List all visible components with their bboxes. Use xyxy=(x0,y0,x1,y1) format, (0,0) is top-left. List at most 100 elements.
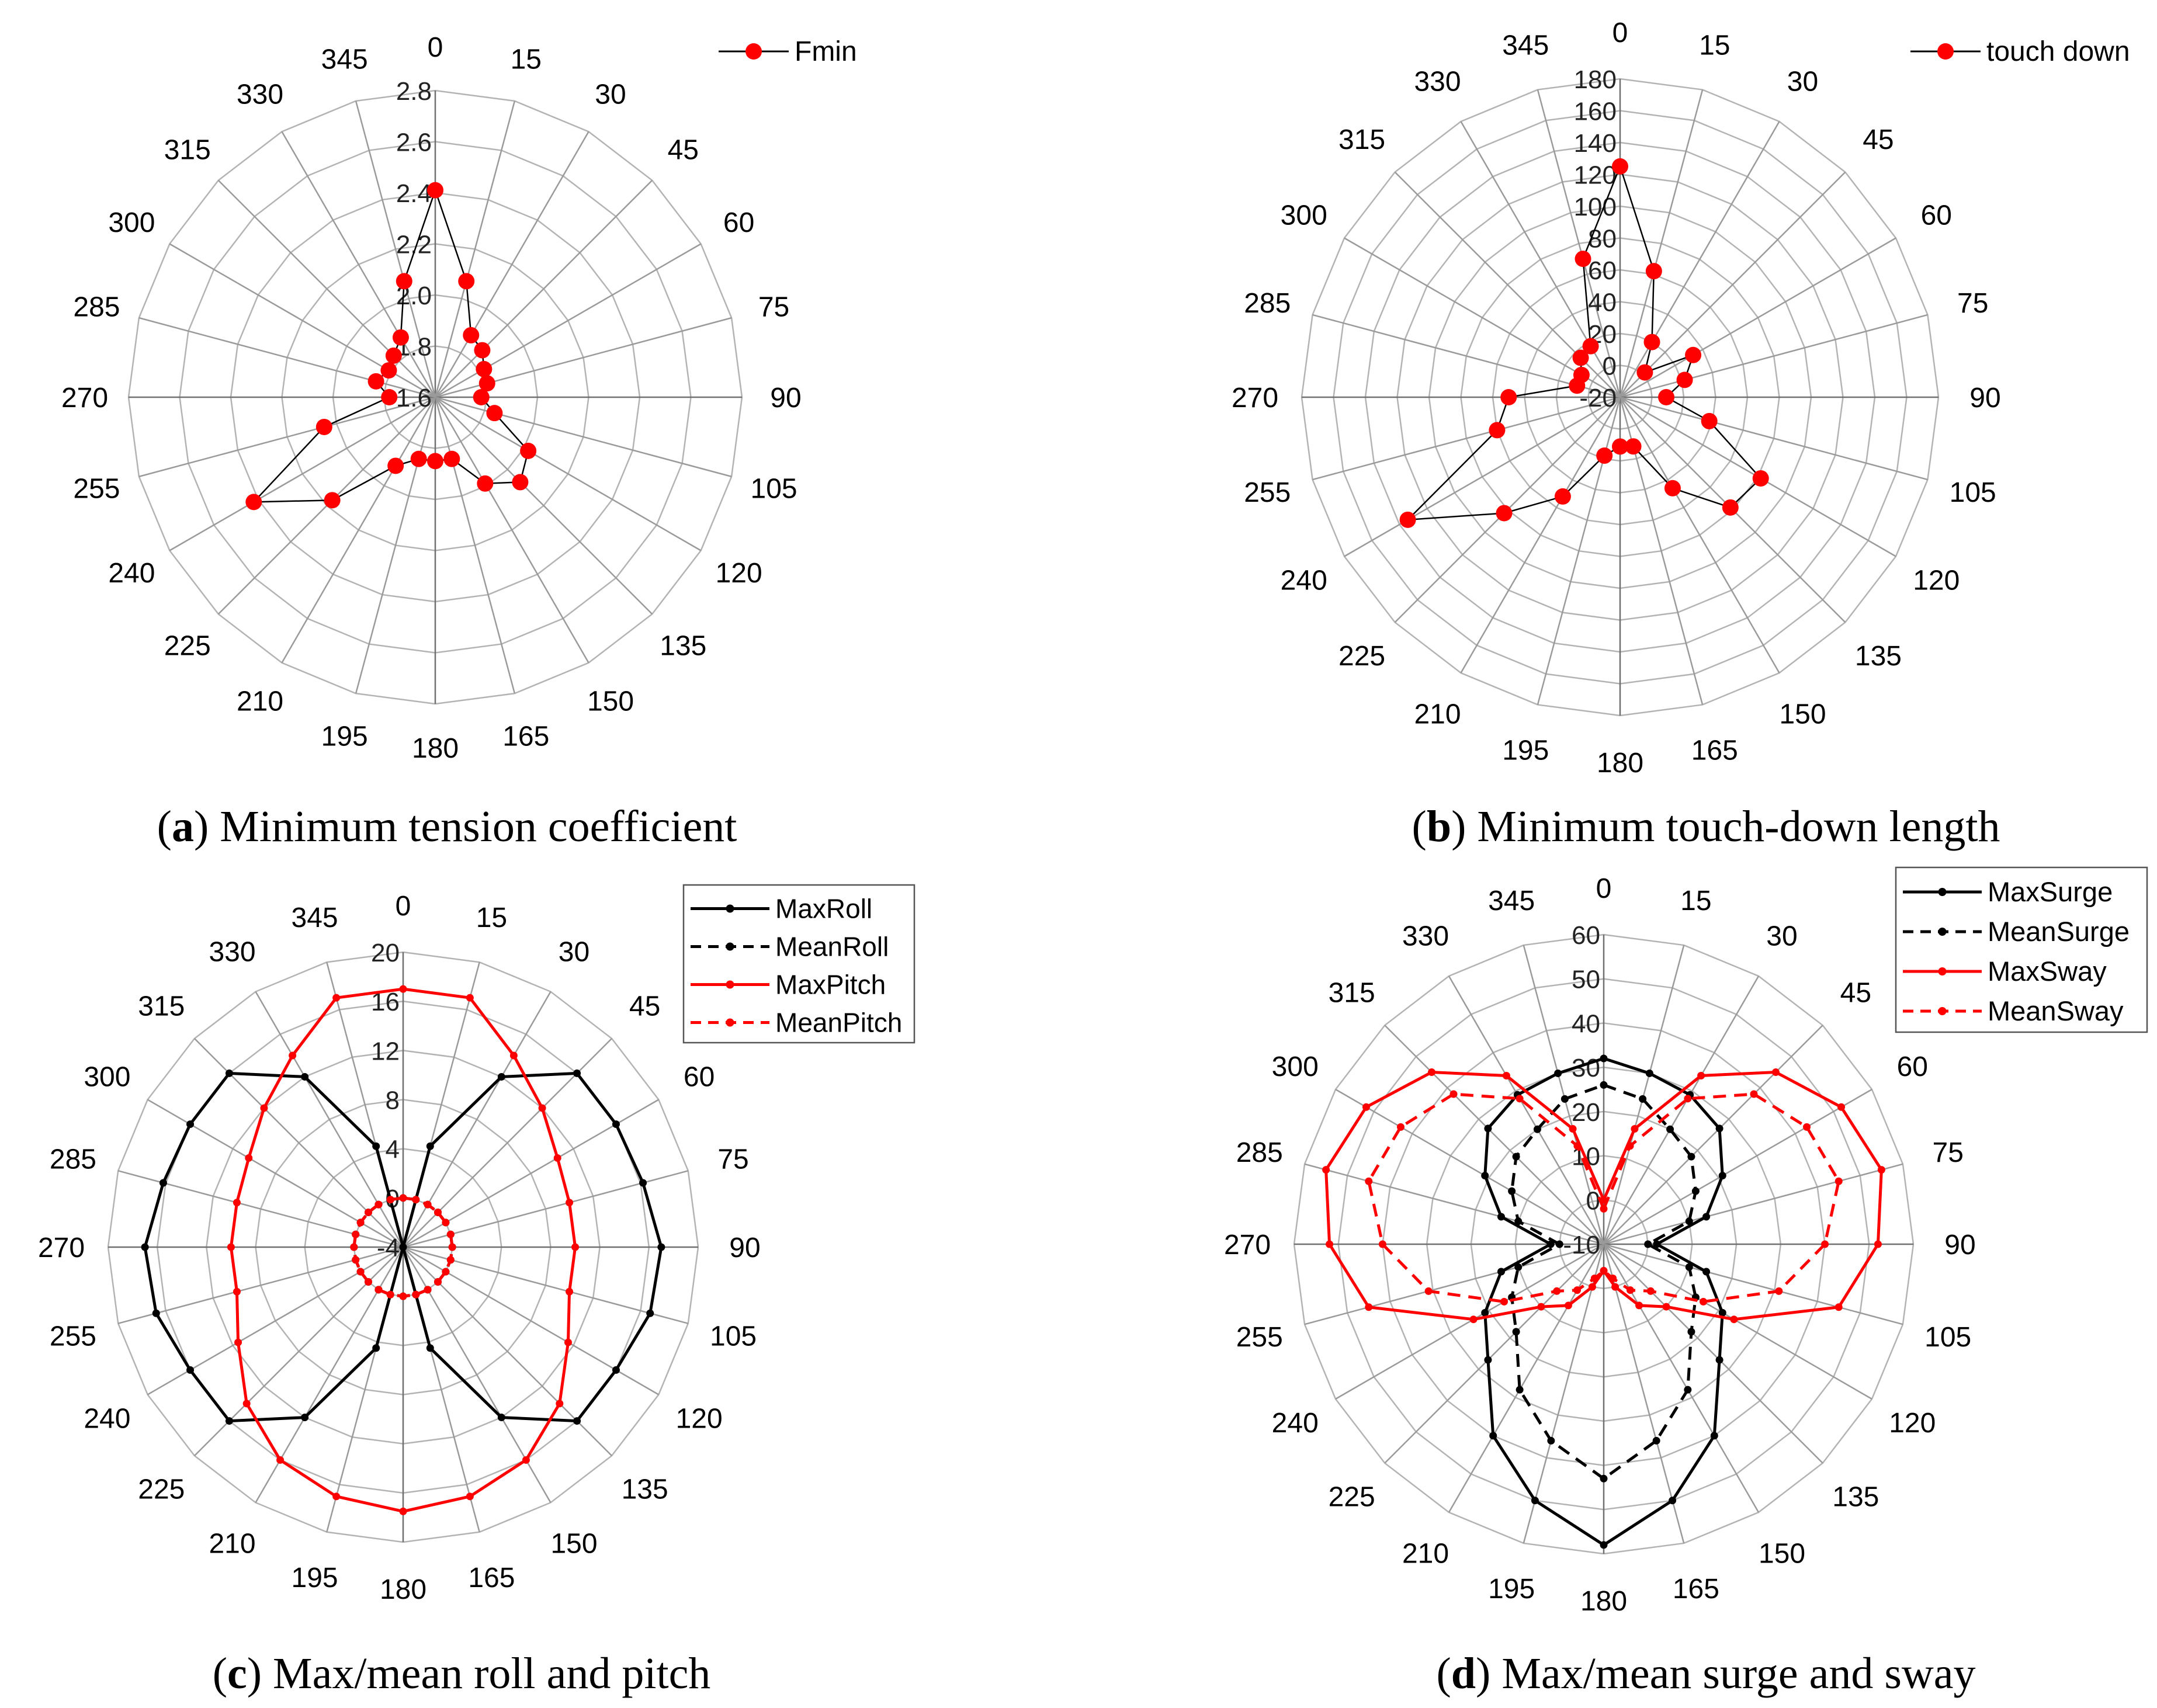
data-point xyxy=(1664,480,1681,497)
data-point xyxy=(372,1344,380,1352)
data-point xyxy=(478,375,495,392)
grid-spoke xyxy=(1620,396,1928,481)
data-point xyxy=(538,1104,546,1112)
angle-label: 165 xyxy=(1673,1574,1719,1605)
angle-label: 90 xyxy=(1944,1230,1975,1261)
angle-label: 180 xyxy=(1580,1586,1627,1617)
data-point xyxy=(427,453,443,470)
data-point xyxy=(1322,1166,1330,1174)
data-point xyxy=(1396,1123,1405,1131)
data-point xyxy=(1718,1172,1726,1180)
radial-tick-label: 60 xyxy=(1572,921,1600,950)
data-point xyxy=(1555,1240,1563,1248)
grid-spoke xyxy=(1603,1244,1823,1464)
data-point xyxy=(1508,1187,1516,1195)
data-point xyxy=(141,1243,149,1251)
data-point xyxy=(1502,1071,1510,1079)
radial-tick-label: -20 xyxy=(1579,384,1617,412)
data-point xyxy=(442,1218,450,1227)
data-point xyxy=(356,1268,365,1276)
angle-label: 30 xyxy=(1787,67,1818,98)
angle-label: 210 xyxy=(1402,1538,1449,1569)
data-point xyxy=(1662,1303,1670,1311)
angle-label: 105 xyxy=(1950,477,1996,508)
data-point xyxy=(276,1456,285,1464)
data-point xyxy=(566,1287,574,1296)
grid-spoke xyxy=(1603,945,1685,1245)
data-point xyxy=(233,1287,241,1296)
data-point xyxy=(332,1492,341,1501)
angle-label: 150 xyxy=(1759,1538,1805,1569)
grid-spoke xyxy=(1620,314,1928,398)
data-point xyxy=(410,450,427,467)
chart-caption: (a) Minimum tension coefficient xyxy=(157,802,737,851)
data-point xyxy=(427,182,443,199)
angle-labels: 0 15 30 45 60 75 90 105 120 135 150 165 180 195 210 225… xyxy=(1232,18,2001,779)
legend-swatch-marker xyxy=(726,1018,734,1027)
radial-tick-label: 8 xyxy=(386,1086,400,1115)
angle-label: 270 xyxy=(38,1233,85,1263)
data-point xyxy=(1497,1268,1505,1276)
data-point xyxy=(1365,1303,1373,1311)
series-fmin xyxy=(245,182,537,511)
angle-label: 105 xyxy=(710,1321,757,1352)
angle-label: 210 xyxy=(209,1529,255,1560)
data-point xyxy=(1687,1152,1695,1161)
data-point xyxy=(412,1290,420,1299)
radial-tick-label: 40 xyxy=(1572,1009,1600,1038)
data-point xyxy=(245,494,262,511)
angle-label: 285 xyxy=(1244,288,1291,319)
series-maxpitch xyxy=(227,985,580,1515)
data-point xyxy=(1643,334,1660,350)
angle-label: 45 xyxy=(1863,124,1894,155)
angle-label: 315 xyxy=(1338,124,1385,155)
grid-spoke xyxy=(1603,1088,1872,1245)
radial-tick-label: 2.8 xyxy=(396,77,432,106)
angle-label: 300 xyxy=(84,1062,130,1093)
data-point xyxy=(225,1069,233,1077)
data-point xyxy=(386,1290,394,1299)
data-point xyxy=(424,1286,432,1294)
data-point xyxy=(1582,338,1599,355)
angle-label: 90 xyxy=(770,383,801,414)
angle-label: 180 xyxy=(412,733,459,764)
legend-label: MaxSurge xyxy=(1988,876,2113,907)
angle-label: 0 xyxy=(396,891,411,922)
grid-spoke xyxy=(434,131,589,398)
chart-caption: (c) Max/mean roll and pitch xyxy=(213,1649,711,1698)
angle-label: 60 xyxy=(684,1062,715,1093)
data-point xyxy=(486,405,503,422)
angle-label: 45 xyxy=(1840,978,1871,1009)
data-point xyxy=(612,1366,620,1374)
data-point xyxy=(571,1243,580,1251)
legend-label: Fmin xyxy=(795,36,857,67)
angle-label: 60 xyxy=(1921,200,1952,231)
data-point xyxy=(477,475,494,492)
data-point xyxy=(1718,1308,1726,1317)
angle-label: 300 xyxy=(1272,1051,1319,1082)
data-point xyxy=(1635,1301,1643,1310)
data-point xyxy=(1612,158,1628,175)
data-point xyxy=(1600,1266,1608,1275)
data-point xyxy=(1611,1283,1620,1291)
data-point xyxy=(392,329,409,346)
radial-tick-label: 160 xyxy=(1574,98,1617,126)
grid-spoke xyxy=(1619,121,1780,398)
data-point xyxy=(234,1338,242,1346)
data-point xyxy=(476,360,493,377)
data-point xyxy=(1428,1068,1436,1077)
data-point xyxy=(386,1196,394,1204)
data-point xyxy=(1600,1541,1608,1549)
angle-label: 180 xyxy=(1597,748,1643,779)
angle-label: 345 xyxy=(321,44,368,75)
radial-tick-label: 0 xyxy=(1603,352,1617,381)
angle-label: 150 xyxy=(587,686,634,717)
legend-label: MeanPitch xyxy=(775,1008,902,1038)
angle-label: 330 xyxy=(237,79,283,110)
grid-spoke xyxy=(255,1247,404,1503)
legend-swatch-marker xyxy=(1938,928,1947,936)
data-point xyxy=(1697,1071,1705,1079)
data-point xyxy=(1533,1125,1541,1133)
data-point xyxy=(352,1230,360,1238)
